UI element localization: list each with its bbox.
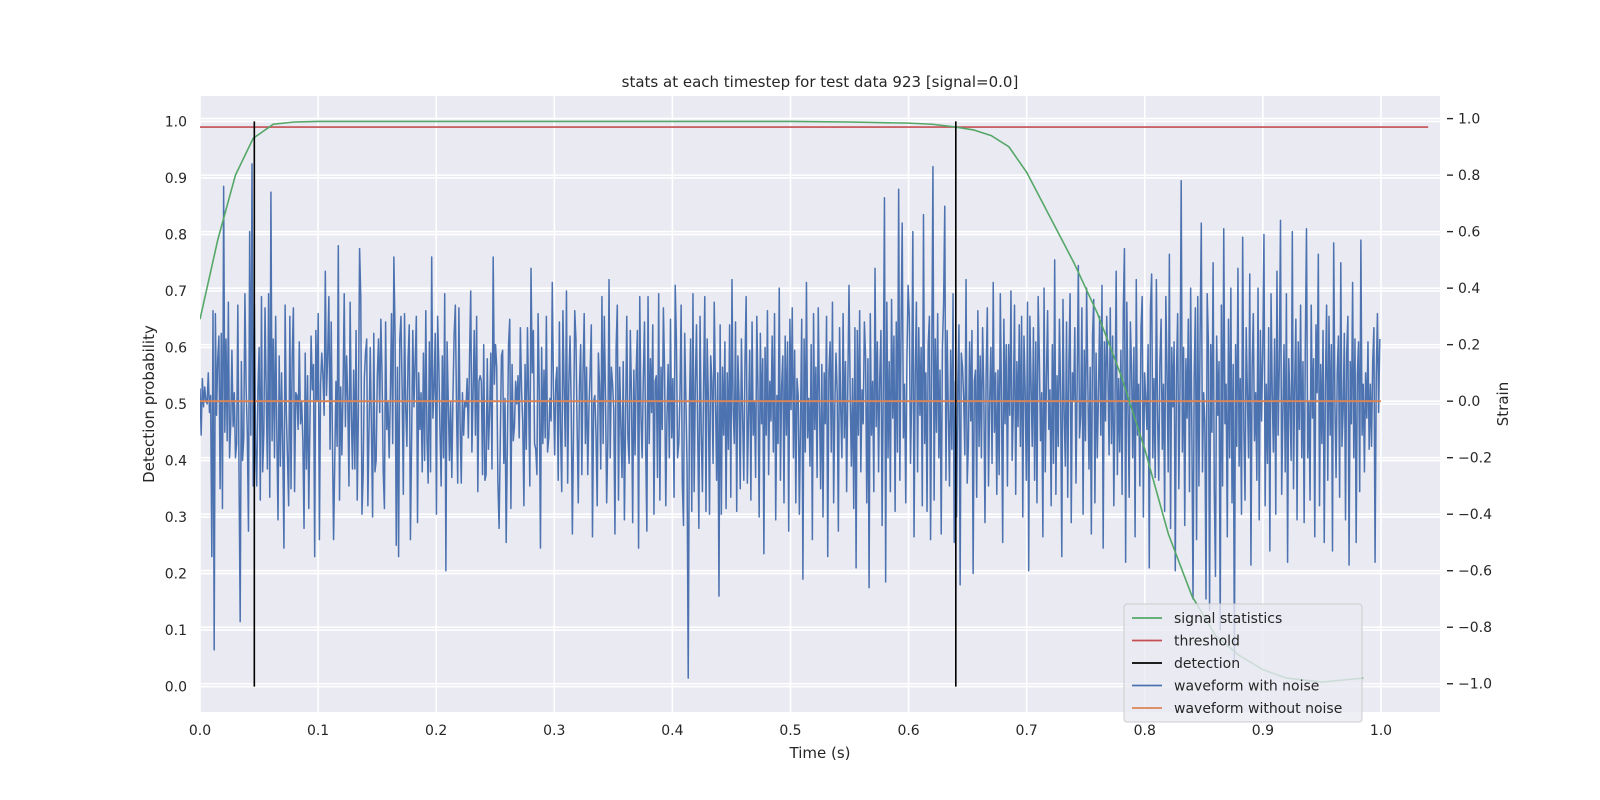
- legend-label: detection: [1174, 656, 1240, 672]
- x-tick-label: 1.0: [1370, 723, 1392, 739]
- legend-label: threshold: [1174, 634, 1240, 650]
- x-tick-label: 0.5: [779, 723, 801, 739]
- x-tick-label: 0.2: [425, 723, 447, 739]
- x-tick-label: 0.4: [661, 723, 683, 739]
- y2-tick-label: −0.8: [1458, 620, 1492, 636]
- x-axis-label: Time (s): [789, 744, 851, 762]
- y-tick-label: 0.5: [165, 397, 187, 413]
- series-waveform-with-noise: [200, 163, 1381, 679]
- x-tick-label: 0.1: [307, 723, 329, 739]
- x-tick-label: 0.7: [1016, 723, 1038, 739]
- y2-tick-label: 0.4: [1458, 281, 1480, 297]
- y-axis-label: Detection probability: [140, 325, 158, 483]
- y-tick-label: 0.1: [165, 623, 187, 639]
- waveform-layer: [200, 163, 1381, 679]
- y-tick-label: 0.3: [165, 510, 187, 526]
- y2-tick-label: −1.0: [1458, 677, 1492, 693]
- legend: signal statistics threshold detection wavef…: [1123, 603, 1363, 723]
- y-tick-label: 0.2: [165, 567, 187, 583]
- chart-title: stats at each timestep for test data 923…: [622, 73, 1019, 91]
- y2-axis-ticks: −1.0 −0.8 −0.6 −0.4 −0.2 0.0 0.2 0.4 0.6 0.8 1.0: [1447, 112, 1492, 693]
- y-tick-label: 1.0: [165, 114, 187, 130]
- y2-tick-label: −0.6: [1458, 564, 1492, 580]
- y2-tick-label: 1.0: [1458, 112, 1480, 128]
- x-tick-label: 0.9: [1252, 723, 1274, 739]
- y-tick-label: 0.6: [165, 340, 187, 356]
- y2-tick-label: 0.0: [1458, 394, 1480, 410]
- legend-label: signal statistics: [1174, 611, 1282, 627]
- y2-tick-label: −0.2: [1458, 451, 1492, 467]
- legend-label: waveform with noise: [1174, 679, 1319, 695]
- y-tick-label: 0.4: [165, 454, 187, 470]
- legend-label: waveform without noise: [1174, 701, 1342, 717]
- x-tick-label: 0.6: [897, 723, 919, 739]
- y2-axis-label: Strain: [1494, 382, 1512, 426]
- legend-box: [1123, 603, 1363, 723]
- y-axis-ticks: 0.0 0.1 0.2 0.3 0.4 0.5 0.6 0.7 0.8 0.9 1.0: [165, 114, 187, 695]
- y2-tick-label: 0.2: [1458, 338, 1480, 354]
- y-tick-label: 0.9: [165, 171, 187, 187]
- y-tick-label: 0.0: [165, 680, 187, 696]
- x-tick-label: 0.8: [1134, 723, 1156, 739]
- x-tick-label: 0.3: [543, 723, 565, 739]
- y2-tick-label: 0.6: [1458, 225, 1480, 241]
- y2-tick-label: −0.4: [1458, 507, 1492, 523]
- x-tick-label: 0.0: [189, 723, 211, 739]
- y-tick-label: 0.8: [165, 227, 187, 243]
- y-tick-label: 0.7: [165, 284, 187, 300]
- y2-tick-label: 0.8: [1458, 168, 1480, 184]
- x-axis-ticks: 0.0 0.1 0.2 0.3 0.4 0.5 0.6 0.7 0.8 0.9 1.0: [189, 723, 1392, 739]
